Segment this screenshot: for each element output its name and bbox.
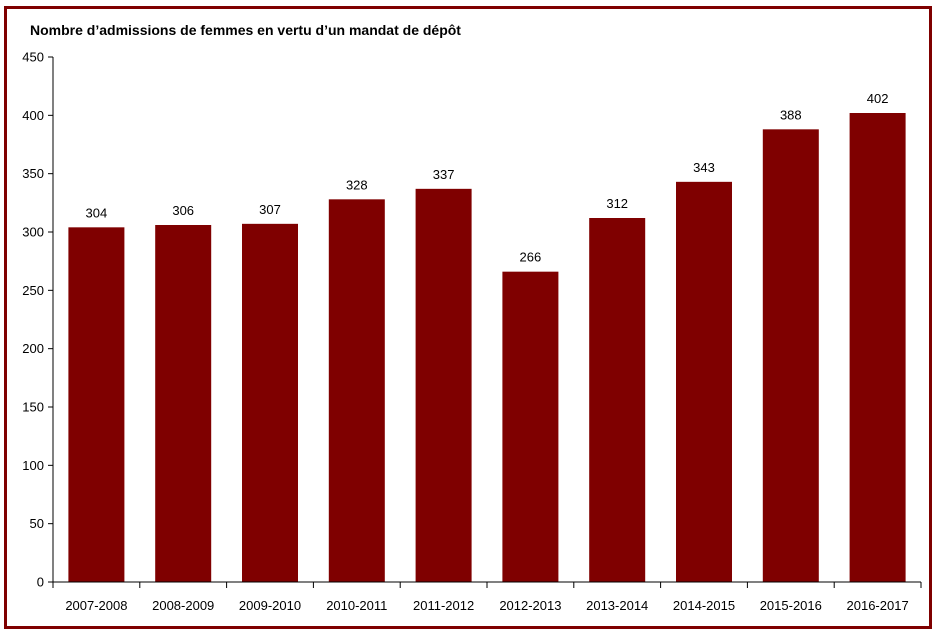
value-label-2009-2010: 307 [259,202,281,217]
bar-2015-2016 [762,129,819,582]
bar-2014-2015 [676,181,732,582]
x-tick-label-2011-2012: 2011-2012 [413,598,474,613]
y-tick-label: 200 [22,341,44,356]
value-label-2008-2009: 306 [172,203,194,218]
y-tick-label: 350 [22,166,44,181]
bar-2011-2012 [415,188,472,582]
value-label-2010-2011: 328 [346,177,368,192]
value-label-2016-2017: 402 [867,91,889,106]
y-tick-label: 150 [22,400,44,415]
x-tick-label-2014-2015: 2014-2015 [673,598,735,613]
bar-2016-2017 [849,113,906,582]
y-tick-label: 100 [22,458,44,473]
bar-2010-2011 [328,199,385,582]
bar-2013-2014 [589,218,646,582]
value-label-2012-2013: 266 [520,250,542,265]
bar-2007-2008 [68,227,125,582]
y-tick-label: 400 [22,108,44,123]
bar-2009-2010 [242,223,298,582]
y-tick-label: 450 [22,50,44,65]
x-tick-label-2015-2016: 2015-2016 [760,598,822,613]
y-tick-label: 300 [22,225,44,240]
x-ticks-group: 2007-2008 2008-2009 2009-2010 2010-2011 2011… [52,582,922,613]
value-label-2011-2012: 337 [433,167,455,182]
y-tick-label: 50 [30,516,44,531]
y-tick-label: 250 [22,283,44,298]
value-label-2015-2016: 388 [780,107,802,122]
value-label-2007-2008: 304 [86,205,108,220]
x-tick-label-2012-2013: 2012-2013 [499,598,561,613]
x-tick-label-2007-2008: 2007-2008 [65,598,127,613]
value-labels-group: 304 306 307 328 337 266 312 343 388 402 [86,91,889,265]
value-label-2013-2014: 312 [606,196,628,211]
bar-2012-2013 [502,271,559,582]
bars-group [68,113,906,582]
x-tick-label-2009-2010: 2009-2010 [239,598,301,613]
y-tick-label: 0 [37,575,44,590]
chart-title: Nombre d’admissions de femmes en vertu d… [30,22,461,38]
x-tick-label-2010-2011: 2010-2011 [326,598,387,613]
bar-2008-2009 [155,225,212,582]
x-tick-label-2013-2014: 2013-2014 [586,598,648,613]
x-tick-label-2016-2017: 2016-2017 [847,598,909,613]
y-ticks-group: 0 50 100 150 200 250 300 350 400 450 [22,50,53,590]
value-label-2014-2015: 343 [693,160,715,175]
x-tick-label-2008-2009: 2008-2009 [152,598,214,613]
